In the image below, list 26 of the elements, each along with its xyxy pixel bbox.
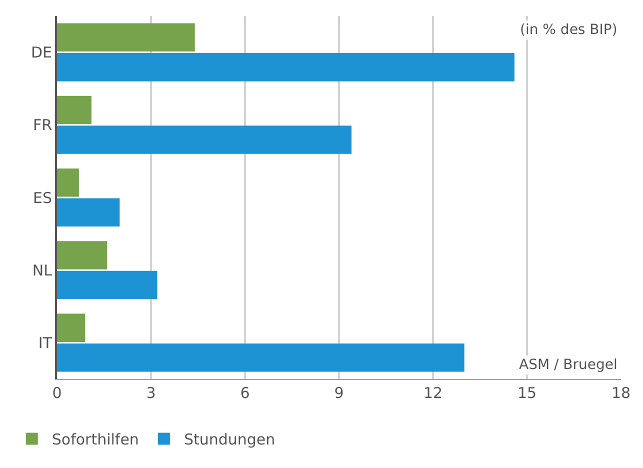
bar xyxy=(57,343,464,372)
y-tick-label: FR xyxy=(32,116,52,134)
bar xyxy=(57,168,79,197)
bar xyxy=(57,241,108,270)
x-tick-label: 15 xyxy=(517,384,537,402)
x-tick-label: 12 xyxy=(423,384,443,402)
annotation: ASM / Bruegel xyxy=(519,357,618,373)
bar xyxy=(57,23,195,52)
x-tick-label: 9 xyxy=(334,384,344,402)
x-tick-label: 0 xyxy=(52,384,62,402)
legend-label: Stundungen xyxy=(184,430,276,449)
bar xyxy=(57,270,158,300)
x-tick-label: 6 xyxy=(240,384,250,402)
annotation: (in % des BIP) xyxy=(520,22,618,38)
bar xyxy=(57,198,120,227)
x-tick-label: 3 xyxy=(146,384,156,402)
legend-label: Soforthilfen xyxy=(52,430,139,449)
y-tick-label: ES xyxy=(33,188,52,207)
bar xyxy=(57,53,514,82)
x-tick-label: 18 xyxy=(611,384,631,402)
y-tick-label: IT xyxy=(38,334,53,352)
y-tick-label: DE xyxy=(30,44,52,62)
bar xyxy=(57,126,352,154)
bar xyxy=(57,96,92,124)
bar xyxy=(57,314,86,342)
y-tick-label: NL xyxy=(32,261,53,280)
